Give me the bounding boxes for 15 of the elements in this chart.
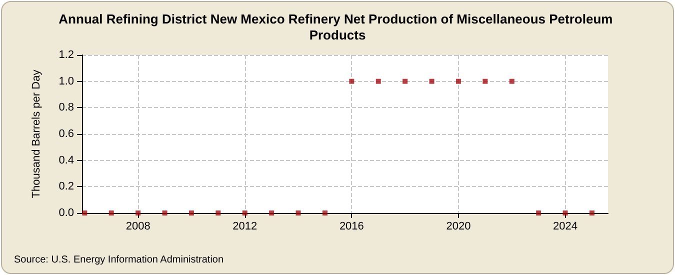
chart-title: Annual Refining District New Mexico Refinery Net Production of Miscellaneous Petroleum Products: [58, 12, 616, 42]
x-tick-label: 2020: [446, 220, 471, 232]
y-tick-label: 1.2: [58, 49, 74, 61]
y-tick-label: 0.0: [58, 207, 74, 219]
source-note: Source: U.S. Energy Information Administration: [14, 254, 224, 266]
y-tick-label: 1.0: [58, 75, 74, 88]
y-tick-label: 0.4: [58, 154, 74, 166]
y-tick-label: 0.8: [58, 102, 74, 114]
y-tick-label: 0.6: [58, 128, 74, 140]
x-tick-label: 2012: [232, 220, 258, 232]
y-axis-title: Thousand Barrels per Day: [30, 69, 42, 198]
x-tick-label: 2024: [553, 220, 578, 232]
x-tick-label: 2016: [339, 220, 364, 232]
y-tick-label: 0.2: [58, 180, 74, 193]
x-tick-label: 2008: [126, 220, 150, 232]
